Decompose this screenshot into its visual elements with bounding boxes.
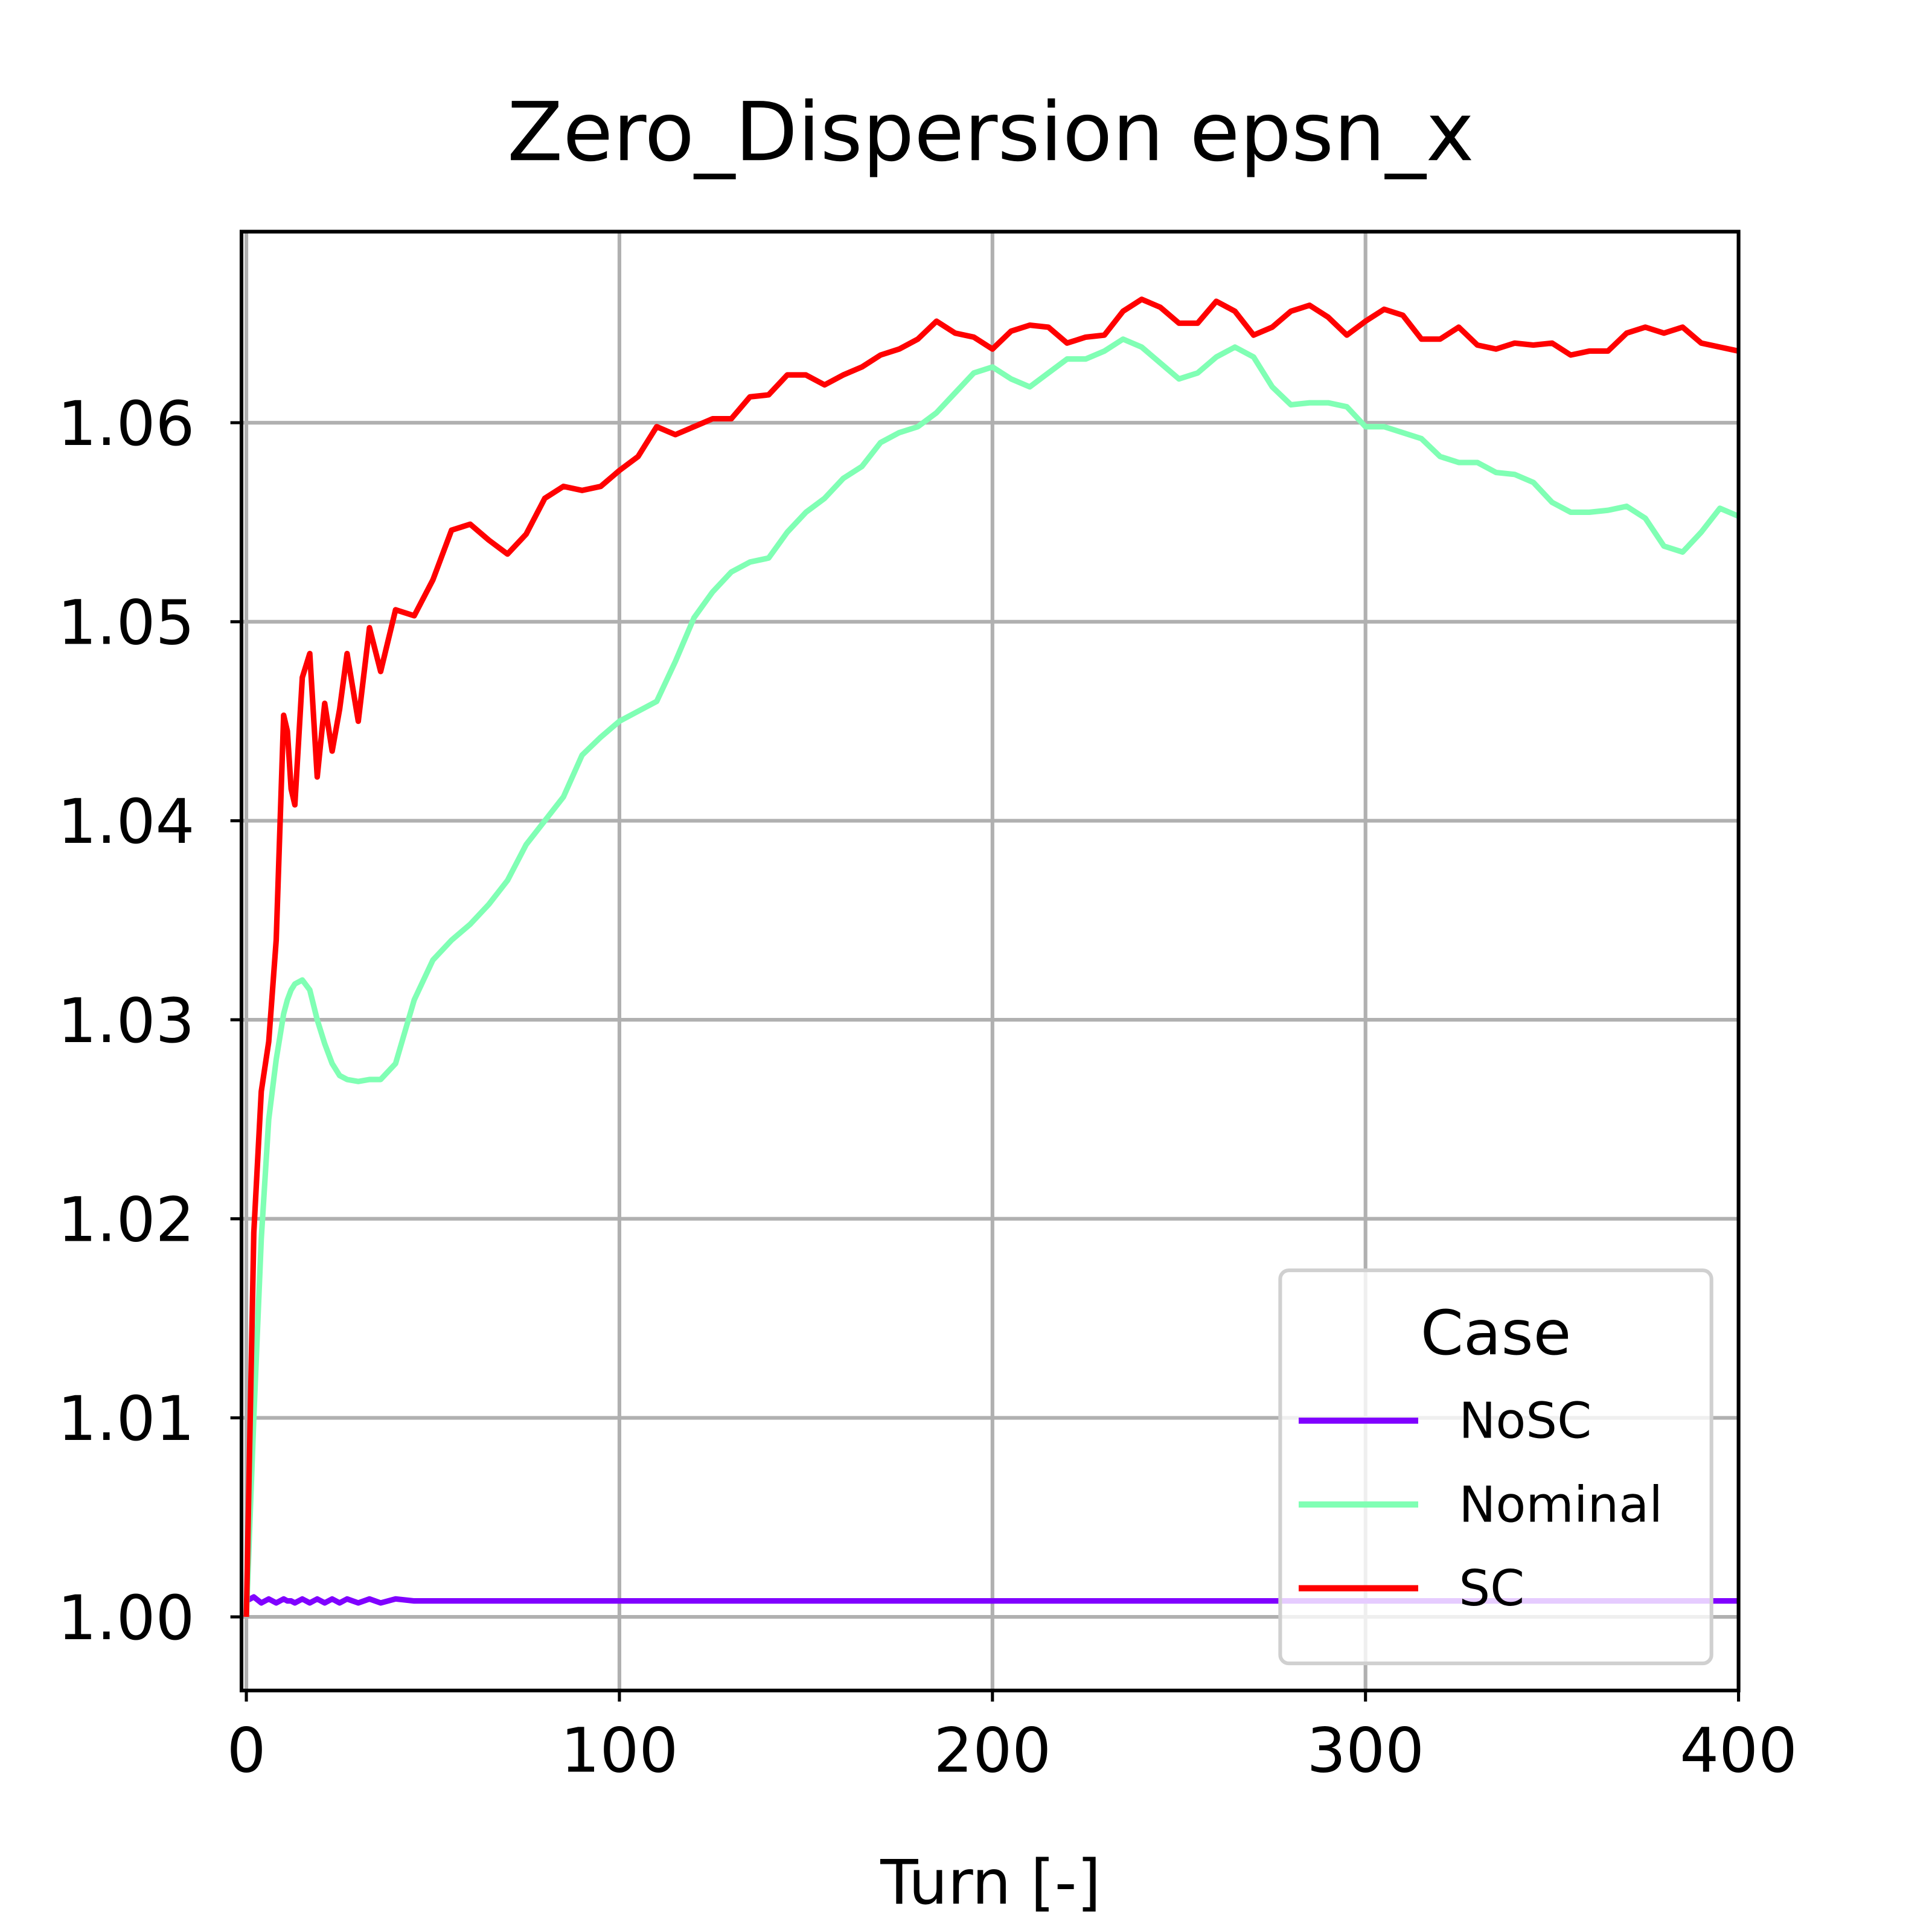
y-tick-label: 1.05 bbox=[57, 587, 194, 659]
y-tick-label: 1.00 bbox=[57, 1582, 194, 1654]
legend-label: Nominal bbox=[1459, 1476, 1663, 1534]
chart-title: Zero_Dispersion epsn_x bbox=[507, 85, 1474, 179]
x-tick-label: 100 bbox=[561, 1715, 679, 1787]
y-tick-label: 1.01 bbox=[57, 1383, 194, 1455]
series-line bbox=[243, 336, 1739, 1617]
legend-label: NoSC bbox=[1459, 1393, 1591, 1450]
y-tick-label: 1.02 bbox=[57, 1184, 194, 1256]
y-tick-label: 1.04 bbox=[57, 786, 194, 858]
x-axis-label: Turn [-] bbox=[880, 1847, 1101, 1919]
legend-title: Case bbox=[1421, 1297, 1572, 1369]
x-tick-label: 0 bbox=[227, 1715, 266, 1787]
x-tick-label: 300 bbox=[1307, 1715, 1424, 1787]
x-tick-label: 400 bbox=[1680, 1715, 1797, 1787]
y-tick-label: 1.03 bbox=[57, 985, 194, 1057]
y-tick-label: 1.06 bbox=[57, 388, 194, 460]
plot-frame bbox=[239, 229, 1741, 1693]
x-tick-label: 200 bbox=[933, 1715, 1051, 1787]
legend-label: SC bbox=[1459, 1560, 1524, 1617]
series-line bbox=[243, 296, 1739, 1617]
legend-box bbox=[1278, 1268, 1713, 1666]
